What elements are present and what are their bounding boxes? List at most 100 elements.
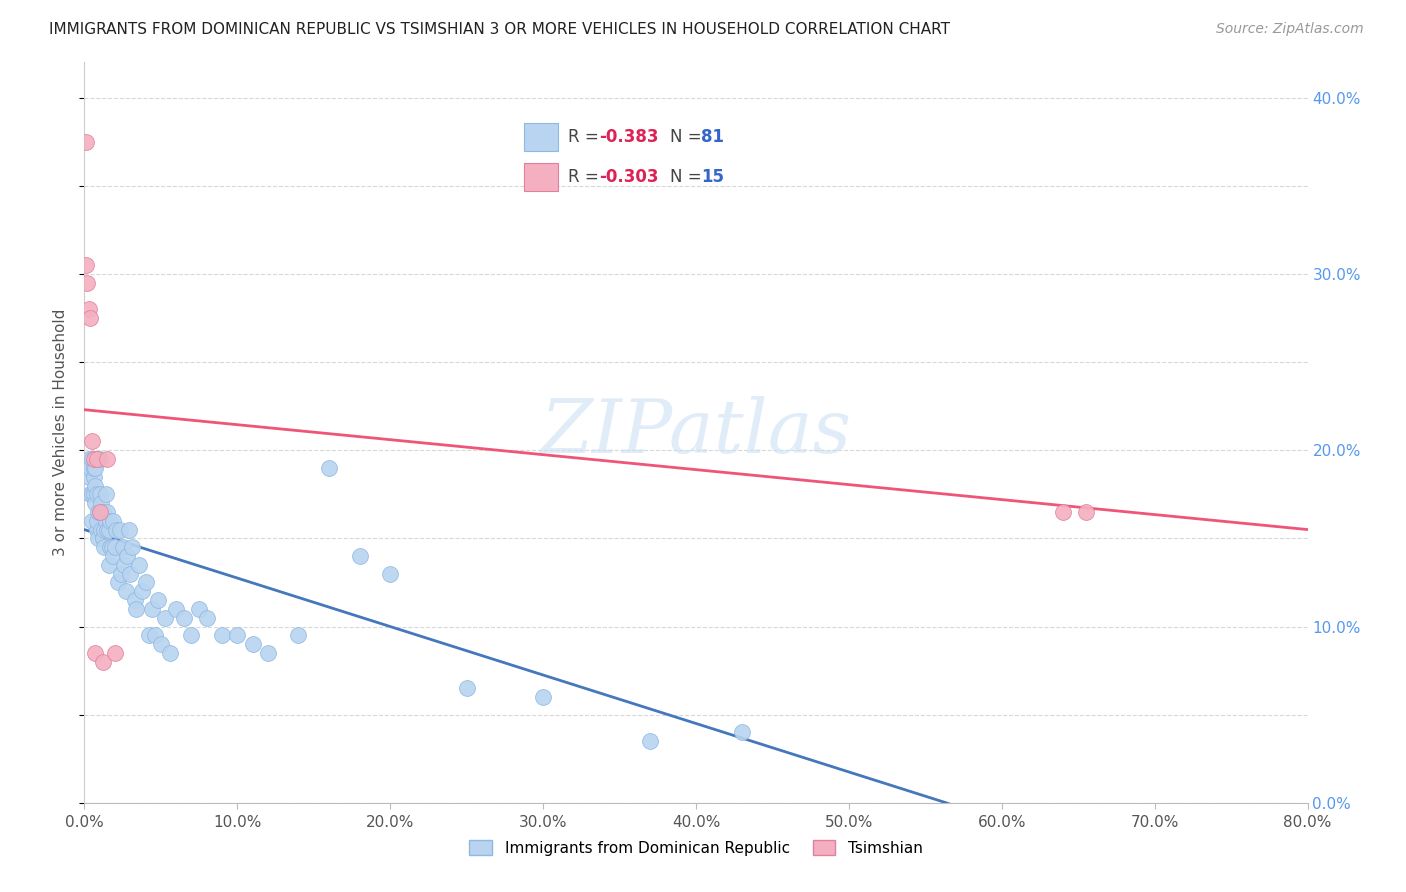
Point	[77, 452, 100, 467]
Point	[80, 434, 103, 449]
Point	[105, 523, 128, 537]
Point	[118, 523, 141, 537]
Point	[79, 311, 101, 326]
Point	[84, 478, 107, 492]
Point	[91, 655, 114, 669]
Point	[98, 514, 121, 528]
Point	[98, 540, 121, 554]
Point	[93, 523, 115, 537]
Point	[83, 461, 105, 475]
Point	[380, 566, 402, 581]
Point	[79, 487, 101, 501]
Point	[75, 258, 97, 272]
Point	[143, 628, 166, 642]
Point	[80, 514, 103, 528]
Point	[97, 523, 120, 537]
Point	[318, 461, 340, 475]
Point	[91, 532, 114, 546]
Point	[138, 628, 160, 642]
Text: 81: 81	[700, 128, 724, 146]
Point	[173, 610, 195, 624]
Text: IMMIGRANTS FROM DOMINICAN REPUBLIC VS TSIMSHIAN 3 OR MORE VEHICLES IN HOUSEHOLD : IMMIGRANTS FROM DOMINICAN REPUBLIC VS TS…	[49, 22, 950, 37]
Point	[96, 523, 118, 537]
Point	[87, 505, 110, 519]
Point	[107, 575, 129, 590]
Point	[90, 496, 112, 510]
Point	[1074, 505, 1097, 519]
Point	[84, 461, 107, 475]
Point	[226, 628, 249, 642]
Point	[86, 514, 108, 528]
Point	[80, 487, 103, 501]
Point	[77, 302, 100, 317]
Point	[456, 681, 478, 696]
Point	[89, 452, 111, 467]
Text: N =: N =	[669, 128, 706, 146]
Point	[1052, 505, 1074, 519]
Point	[75, 135, 97, 149]
Point	[76, 461, 98, 475]
Point	[242, 637, 264, 651]
Point	[531, 690, 554, 704]
Point	[80, 452, 103, 467]
Point	[84, 496, 107, 510]
Point	[86, 487, 108, 501]
Text: -0.303: -0.303	[599, 169, 659, 186]
Point	[349, 549, 371, 563]
Point	[104, 540, 127, 554]
Point	[731, 725, 754, 739]
Point	[87, 532, 110, 546]
Point	[103, 549, 125, 563]
Point	[83, 469, 105, 483]
Point	[131, 584, 153, 599]
Point	[101, 540, 124, 554]
Point	[76, 276, 98, 290]
Point	[257, 646, 280, 660]
Point	[96, 505, 118, 519]
Point	[94, 514, 117, 528]
Text: ZIPatlas: ZIPatlas	[540, 396, 852, 469]
Text: -0.383: -0.383	[599, 128, 659, 146]
Point	[79, 461, 101, 475]
Point	[124, 593, 146, 607]
Point	[104, 646, 127, 660]
Point	[180, 628, 202, 642]
Text: N =: N =	[669, 169, 706, 186]
Point	[211, 628, 233, 642]
Point	[165, 602, 187, 616]
Point	[128, 558, 150, 572]
Y-axis label: 3 or more Vehicles in Household: 3 or more Vehicles in Household	[53, 309, 69, 557]
Point	[93, 540, 115, 554]
Text: Source: ZipAtlas.com: Source: ZipAtlas.com	[1216, 22, 1364, 37]
Point	[125, 602, 148, 616]
Point	[108, 523, 131, 537]
Point	[83, 487, 105, 501]
Point	[159, 646, 181, 660]
Point	[115, 549, 138, 563]
Point	[96, 452, 118, 467]
Point	[91, 505, 114, 519]
Point	[135, 575, 157, 590]
Point	[120, 566, 142, 581]
Bar	[524, 123, 558, 152]
Bar	[524, 163, 558, 191]
Text: R =: R =	[568, 169, 605, 186]
Point	[89, 505, 111, 519]
Point	[89, 487, 111, 501]
Text: R =: R =	[568, 128, 605, 146]
Point	[110, 566, 132, 581]
Point	[89, 505, 111, 519]
Point	[83, 452, 105, 467]
Point	[91, 532, 114, 546]
Point	[97, 558, 120, 572]
Point	[86, 523, 108, 537]
Point	[90, 523, 112, 537]
Point	[112, 558, 135, 572]
Point	[141, 602, 163, 616]
Text: 15: 15	[700, 169, 724, 186]
Point	[111, 540, 134, 554]
Point	[103, 514, 125, 528]
Point	[77, 469, 100, 483]
Point	[84, 646, 107, 660]
Point	[638, 734, 661, 748]
